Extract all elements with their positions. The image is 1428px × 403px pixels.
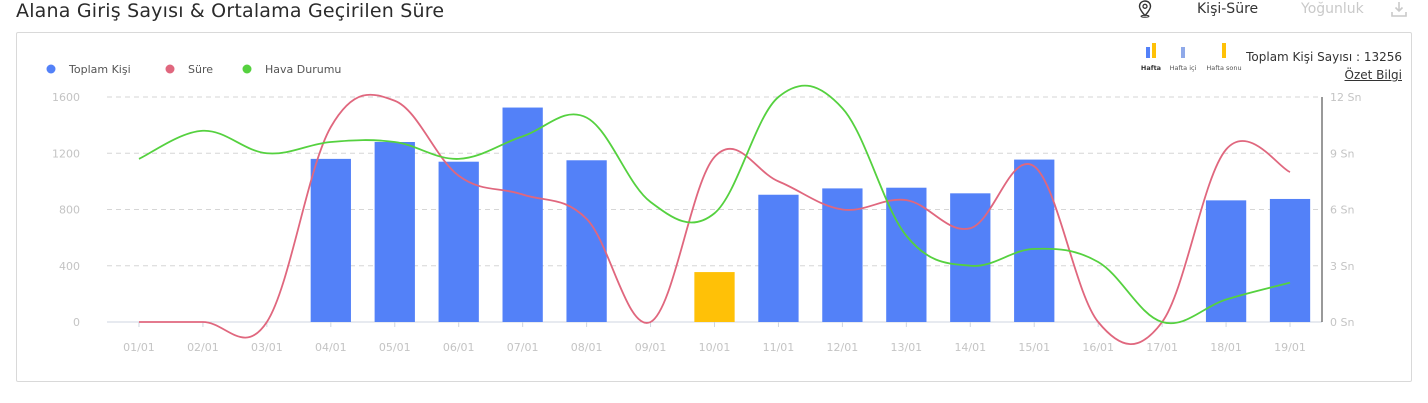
bar[interactable] <box>310 158 351 322</box>
x-tick-label: 19/01 <box>1274 341 1306 354</box>
bar-toggle-icon <box>1181 47 1185 58</box>
bar[interactable] <box>822 188 863 322</box>
bar[interactable] <box>502 107 543 322</box>
x-tick-label: 13/01 <box>890 341 922 354</box>
toggle-hafta-sonu-label: Hafta sonu <box>1206 64 1242 72</box>
bar[interactable] <box>758 194 799 322</box>
mode-yogunluk-button[interactable]: Yoğunluk <box>1301 1 1364 17</box>
bar[interactable] <box>1269 198 1311 322</box>
x-tick-label: 05/01 <box>379 341 411 354</box>
bar[interactable] <box>1205 200 1247 322</box>
x-tick-label: 11/01 <box>763 341 795 354</box>
x-tick-label: 04/01 <box>315 341 347 354</box>
x-tick-label: 03/01 <box>251 341 283 354</box>
y-left-tick-label: 1600 <box>52 91 80 104</box>
x-tick-label: 14/01 <box>954 341 986 354</box>
legend-marker[interactable] <box>46 64 56 74</box>
total-visitors-label: Toplam Kişi Sayısı : 13256 <box>1246 50 1402 64</box>
bar[interactable] <box>950 193 991 322</box>
toggle-hafta-label: Hafta <box>1140 64 1162 72</box>
series-line-sure <box>138 93 1291 346</box>
x-tick-label: 09/01 <box>635 341 667 354</box>
y-left-tick-label: 1200 <box>52 147 80 160</box>
legend-marker[interactable] <box>242 64 252 74</box>
bar[interactable] <box>886 187 927 322</box>
x-tick-label: 06/01 <box>443 341 475 354</box>
x-tick-label: 08/01 <box>571 341 603 354</box>
y-right-tick-label: 12 Sn <box>1330 91 1361 104</box>
x-tick-label: 12/01 <box>827 341 859 354</box>
toggle-hafta-ici[interactable]: Hafta içi <box>1166 42 1200 72</box>
x-tick-label: 10/01 <box>699 341 731 354</box>
x-tick-label: 17/01 <box>1146 341 1178 354</box>
y-left-tick-label: 400 <box>59 260 80 273</box>
y-left-tick-label: 800 <box>59 204 80 217</box>
y-right-tick-label: 6 Sn <box>1330 204 1354 217</box>
bar-toggle-icon <box>1146 43 1156 58</box>
mode-kisi-sure-button[interactable]: Kişi-Süre <box>1197 1 1259 17</box>
toggle-hafta-ici-label: Hafta içi <box>1169 64 1197 72</box>
bar[interactable] <box>438 161 479 322</box>
series-line-hava-durumu <box>138 84 1291 325</box>
x-tick-label: 15/01 <box>1018 341 1050 354</box>
period-toggles: Hafta Hafta içi Hafta sonu <box>1136 42 1246 72</box>
y-right-tick-label: 9 Sn <box>1330 147 1354 160</box>
y-right-tick-label: 3 Sn <box>1330 260 1354 273</box>
x-tick-label: 01/01 <box>123 341 155 354</box>
legend-label: Süre <box>188 63 213 76</box>
page-title: Alana Giriş Sayısı & Ortalama Geçirilen … <box>16 0 445 22</box>
y-right-tick-label: 0 Sn <box>1330 316 1354 329</box>
y-left-tick-label: 0 <box>73 316 80 329</box>
bar[interactable] <box>374 142 415 322</box>
bar[interactable] <box>1014 159 1055 322</box>
legend-marker[interactable] <box>165 64 175 74</box>
legend-label: Hava Durumu <box>265 63 341 76</box>
x-tick-label: 16/01 <box>1082 341 1114 354</box>
toggle-hafta-sonu[interactable]: Hafta sonu <box>1202 42 1246 72</box>
x-tick-label: 18/01 <box>1210 341 1242 354</box>
toggle-hafta[interactable]: Hafta <box>1136 42 1166 72</box>
map-pin-icon[interactable] <box>1137 0 1153 18</box>
bar-toggle-icon <box>1222 43 1226 58</box>
summary-info-link[interactable]: Özet Bilgi <box>1344 68 1403 82</box>
x-tick-label: 02/01 <box>187 341 219 354</box>
bar[interactable] <box>694 272 735 322</box>
legend-label: Toplam Kişi <box>68 63 131 76</box>
download-icon[interactable] <box>1390 0 1408 18</box>
x-tick-label: 07/01 <box>507 341 539 354</box>
